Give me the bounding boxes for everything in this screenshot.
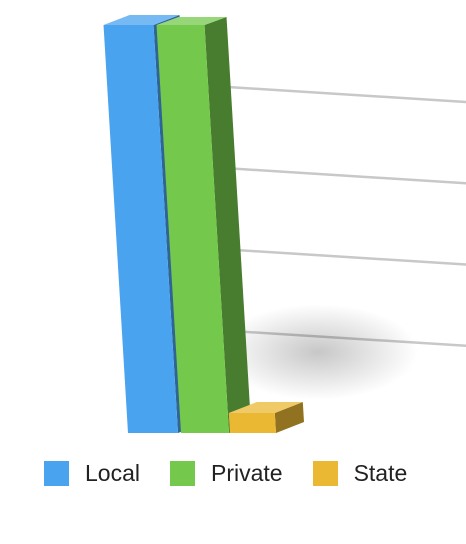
legend-item-local: Local: [44, 459, 140, 486]
legend-label-private: Private: [210, 459, 283, 486]
bar-private-side: [204, 17, 251, 433]
legend-swatch-state: [312, 460, 338, 486]
chart: [103, 15, 466, 433]
bars: [103, 15, 304, 433]
bar-state-front: [228, 413, 276, 433]
legend: Local Private State: [44, 458, 437, 488]
bar-private-top: [156, 17, 227, 25]
bar-state-top: [228, 402, 303, 413]
bar-local-front: [103, 25, 178, 433]
legend-swatch-local: [44, 460, 69, 486]
bar-state-side: [274, 402, 304, 433]
gridline-2: [226, 167, 466, 185]
legend-label-local: Local: [85, 459, 140, 486]
bar-private: [156, 17, 251, 433]
legend-item-private: Private: [169, 459, 283, 486]
legend-swatch-private: [169, 460, 195, 486]
floor-shadow: [218, 304, 418, 400]
gridline-3: [226, 85, 466, 104]
bar-local-top: [103, 15, 180, 25]
bar-private-front: [156, 25, 229, 433]
bar-state: [228, 402, 304, 433]
legend-label-state: State: [353, 459, 408, 486]
gridline-1: [226, 248, 466, 266]
legend-item-state: State: [312, 459, 408, 486]
